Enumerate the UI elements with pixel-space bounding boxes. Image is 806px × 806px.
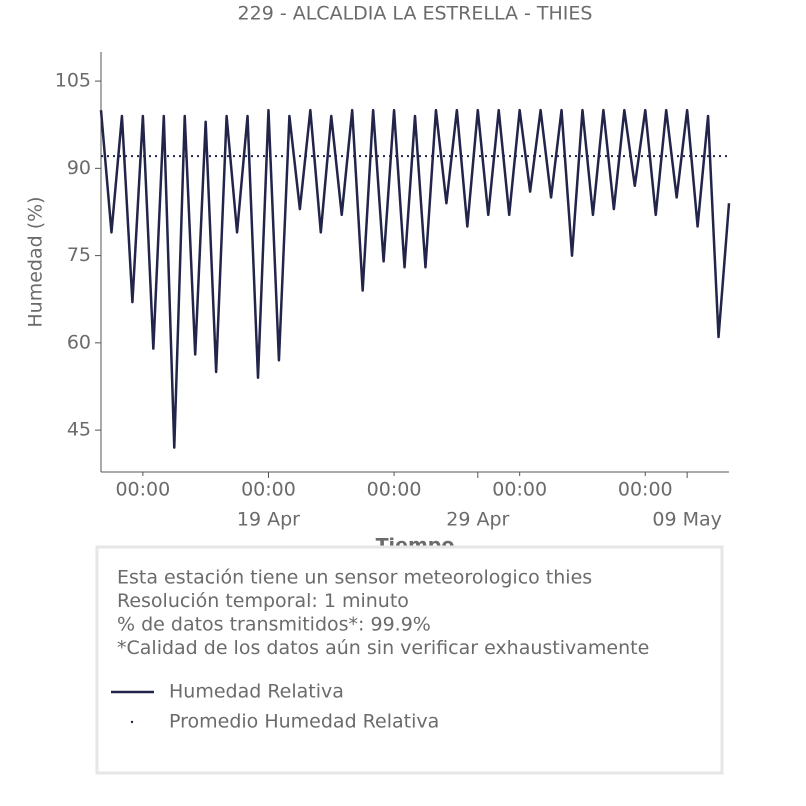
x-minor-tick-label: 00:00	[492, 479, 547, 501]
x-tick-label: 09 May	[652, 509, 722, 531]
y-tick-label: 90	[67, 157, 91, 179]
y-tick-label: 105	[55, 70, 91, 92]
y-tick-label: 60	[67, 331, 91, 353]
x-minor-tick-label: 00:00	[618, 479, 673, 501]
chart-title: 229 - ALCALDIA LA ESTRELLA - THIES	[238, 3, 593, 25]
x-minor-tick-label: 00:00	[241, 479, 296, 501]
x-tick-label: 19 Apr	[237, 509, 300, 531]
note: Esta estación tiene un sensor meteorolog…	[117, 567, 592, 589]
note: *Calidad de los datos aún sin verificar …	[117, 637, 649, 659]
legend-label: Promedio Humedad Relativa	[169, 711, 439, 733]
note: Resolución temporal: 1 minuto	[117, 590, 409, 612]
y-axis-label: Humedad (%)	[25, 196, 47, 327]
legend-label: Humedad Relativa	[169, 681, 344, 703]
y-tick-label: 45	[67, 419, 91, 441]
humidity-line	[99, 108, 731, 449]
x-minor-tick-label: 00:00	[367, 479, 422, 501]
info-box	[95, 545, 724, 775]
x-minor-tick-label: 00:00	[115, 479, 170, 501]
y-tick-label: 75	[67, 244, 91, 266]
note: % de datos transmitidos*: 99.9%	[117, 614, 431, 636]
legend-dot	[130, 720, 134, 724]
x-tick-label: 29 Apr	[446, 509, 509, 531]
